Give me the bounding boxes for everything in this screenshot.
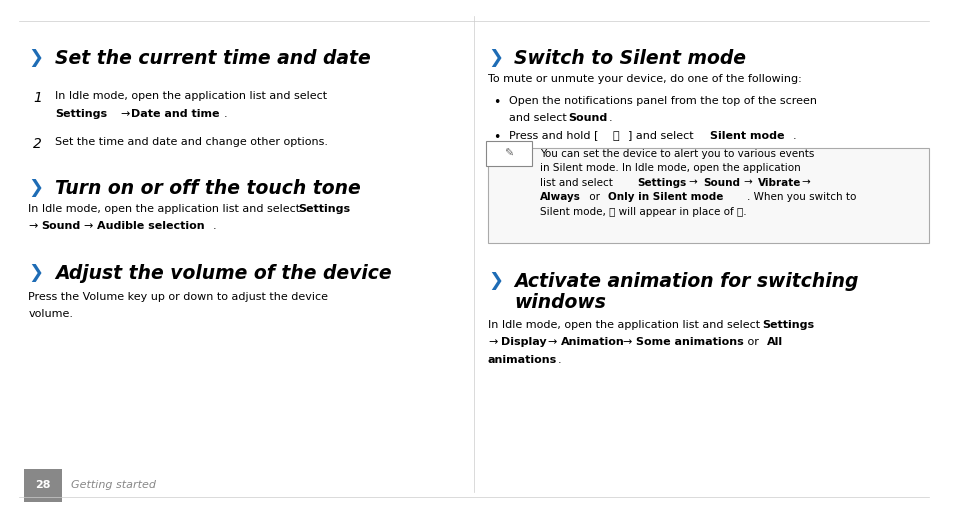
Text: Vibrate: Vibrate bbox=[758, 178, 801, 188]
Text: volume.: volume. bbox=[29, 309, 73, 319]
Text: Date and time: Date and time bbox=[131, 109, 219, 119]
Text: ❯: ❯ bbox=[29, 49, 44, 67]
Text: Settings: Settings bbox=[298, 204, 350, 213]
Text: or: or bbox=[585, 192, 602, 202]
Text: •: • bbox=[492, 96, 499, 109]
Text: Set the current time and date: Set the current time and date bbox=[55, 49, 371, 68]
Text: In Idle mode, open the application list and select: In Idle mode, open the application list … bbox=[55, 91, 327, 100]
Text: Always: Always bbox=[539, 192, 580, 202]
Text: Settings: Settings bbox=[637, 178, 686, 188]
Text: ❯: ❯ bbox=[29, 179, 44, 197]
Text: animations: animations bbox=[487, 355, 557, 365]
Text: Only in Silent mode: Only in Silent mode bbox=[608, 192, 723, 202]
Text: Getting started: Getting started bbox=[71, 480, 156, 491]
Text: 28: 28 bbox=[35, 480, 51, 491]
Text: Adjust the volume of the device: Adjust the volume of the device bbox=[55, 264, 391, 283]
Text: Silent mode, 📱 will appear in place of 🔇.: Silent mode, 📱 will appear in place of 🔇… bbox=[539, 207, 746, 217]
Text: and select: and select bbox=[508, 113, 570, 123]
Text: In Idle mode, open the application list and select: In Idle mode, open the application list … bbox=[29, 204, 304, 213]
Text: Sound: Sound bbox=[702, 178, 740, 188]
Text: .: . bbox=[608, 113, 611, 123]
Text: .: . bbox=[223, 109, 227, 119]
Text: . When you switch to: . When you switch to bbox=[746, 192, 855, 202]
Text: ✎: ✎ bbox=[503, 148, 513, 159]
FancyBboxPatch shape bbox=[486, 141, 531, 166]
Text: To mute or unmute your device, do one of the following:: To mute or unmute your device, do one of… bbox=[487, 74, 801, 83]
Text: You can set the device to alert you to various events: You can set the device to alert you to v… bbox=[539, 149, 814, 159]
Text: •: • bbox=[492, 131, 499, 143]
Text: 2: 2 bbox=[33, 137, 42, 151]
Text: →: → bbox=[487, 337, 497, 347]
Text: list and select: list and select bbox=[539, 178, 616, 188]
Text: .: . bbox=[213, 221, 216, 231]
Text: →: → bbox=[622, 337, 631, 347]
Text: or: or bbox=[743, 337, 761, 347]
Text: Sound: Sound bbox=[568, 113, 607, 123]
Text: .: . bbox=[558, 355, 561, 365]
Text: →: → bbox=[801, 178, 809, 188]
Text: .: . bbox=[792, 131, 796, 140]
Text: Turn on or off the touch tone: Turn on or off the touch tone bbox=[55, 179, 360, 198]
Text: All: All bbox=[765, 337, 781, 347]
Text: Silent mode: Silent mode bbox=[709, 131, 783, 140]
Text: Animation: Animation bbox=[560, 337, 624, 347]
Text: Activate animation for switching: Activate animation for switching bbox=[514, 272, 858, 291]
Text: In Idle mode, open the application list and select: In Idle mode, open the application list … bbox=[487, 320, 762, 329]
Text: Press and hold [: Press and hold [ bbox=[508, 131, 598, 140]
Text: →: → bbox=[688, 178, 697, 188]
Text: Open the notifications panel from the top of the screen: Open the notifications panel from the to… bbox=[508, 96, 816, 106]
Text: →: → bbox=[120, 109, 130, 119]
Text: Press the Volume key up or down to adjust the device: Press the Volume key up or down to adjus… bbox=[29, 292, 328, 301]
Text: Sound: Sound bbox=[42, 221, 81, 231]
Text: ❯: ❯ bbox=[487, 272, 502, 290]
Text: Audible selection: Audible selection bbox=[96, 221, 204, 231]
Text: ❯: ❯ bbox=[29, 264, 44, 282]
Text: ] and select: ] and select bbox=[627, 131, 697, 140]
Text: Settings: Settings bbox=[762, 320, 814, 329]
Text: Display: Display bbox=[500, 337, 546, 347]
Text: Set the time and date and change other options.: Set the time and date and change other o… bbox=[55, 137, 328, 147]
Text: 1: 1 bbox=[33, 91, 42, 105]
Text: Switch to Silent mode: Switch to Silent mode bbox=[514, 49, 745, 68]
Text: ❯: ❯ bbox=[487, 49, 502, 67]
Text: →: → bbox=[83, 221, 92, 231]
FancyBboxPatch shape bbox=[487, 148, 927, 243]
Text: Settings: Settings bbox=[55, 109, 107, 119]
FancyBboxPatch shape bbox=[24, 469, 62, 502]
Text: →: → bbox=[29, 221, 38, 231]
Text: →: → bbox=[743, 178, 752, 188]
Text: in Silent mode. In Idle mode, open the application: in Silent mode. In Idle mode, open the a… bbox=[539, 163, 800, 173]
Text: ⓢ: ⓢ bbox=[612, 131, 618, 140]
Text: Some animations: Some animations bbox=[635, 337, 742, 347]
Text: →: → bbox=[547, 337, 557, 347]
Text: windows: windows bbox=[514, 293, 606, 312]
